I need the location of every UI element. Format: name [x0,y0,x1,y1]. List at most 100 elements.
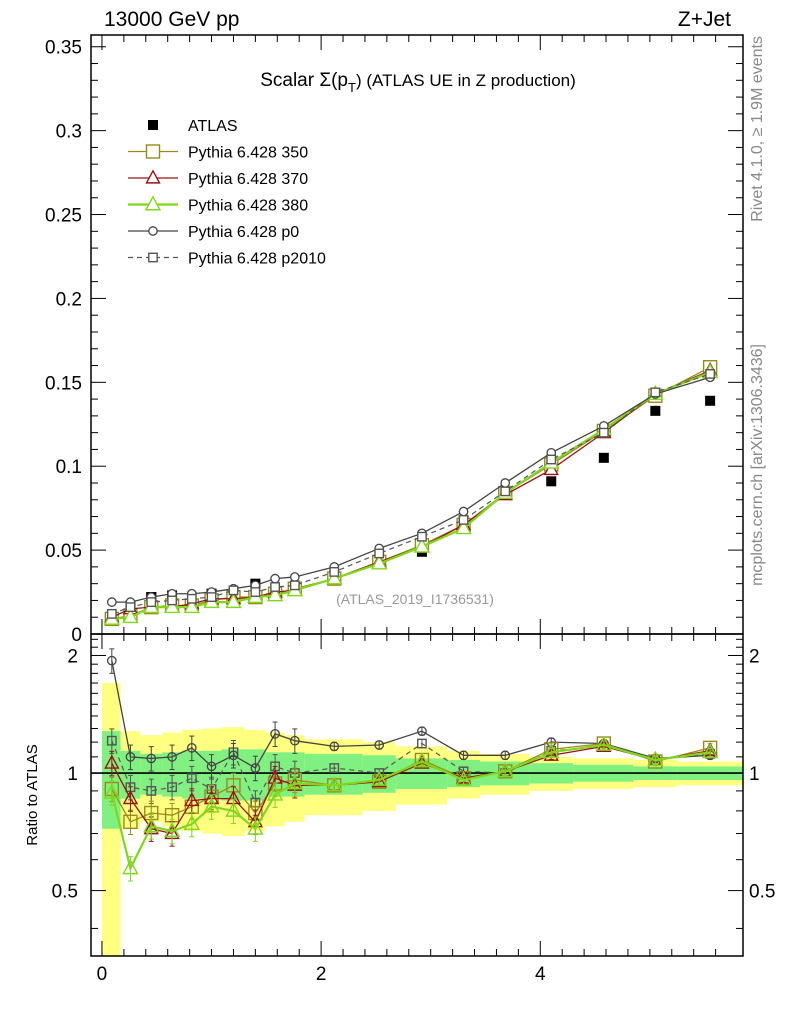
ratio-series-p0 [106,648,715,782]
ratio-point-p350 [648,754,663,769]
ratio-point-p0 [146,753,157,764]
point-p0 [289,572,300,582]
ratio-point-p380 [413,752,431,768]
y-tick-label: 0.35 [45,38,82,59]
main-plot-series [103,360,719,627]
point-p380 [183,597,200,614]
point-p2010 [270,582,280,592]
mcplots-label: mcplots.cern.ch [arXiv:1306.3436] [749,344,766,586]
point-p2010 [146,597,157,608]
ratio-y-tick-label-left: 1 [67,764,78,785]
series-line-p350 [111,366,711,620]
ratio-point-p2010 [146,786,157,796]
legend-label-p370: Pythia 6.428 370 [188,171,308,188]
band_green-bin [244,749,266,801]
atlas-data-point [598,452,609,463]
ratio-point-p370 [184,791,200,807]
legend-label-p2010: Pythia 6.428 p2010 [188,251,326,268]
ratio-point-p380 [701,743,719,759]
ratio-point-p0 [206,761,217,772]
y-tick-label: 0.25 [45,206,82,227]
point-p380 [371,554,388,570]
ratio-point-p0 [186,743,197,753]
y-tick-label: 0.15 [45,373,82,394]
legend-marker-p2010 [148,252,158,263]
point-p2010 [228,585,239,596]
ratio-y-tick-label-right: 0.5 [749,882,775,903]
ratio-plot: 0.5 0.5 1 1 2 2 0 2 4 Ratio to ATLAS [24,633,775,985]
point-p2010 [546,454,557,465]
legend-label-p0: Pythia 6.428 p0 [188,224,299,241]
ratio-point-p380 [266,785,284,801]
point-p2010 [650,387,661,398]
ratio-y-axis-label: Ratio to ATLAS [24,744,41,845]
ratio-y-tick-label-left: 2 [67,646,78,667]
x-tick-label: 0 [97,964,108,985]
point-p380 [225,592,242,609]
ratio-plot-frame [90,633,744,957]
legend-marker-p370 [145,169,161,184]
main-plot: 0 0.05 0.1 0.15 0.2 0.25 0.3 0.35 Scalar Σ(pT) … [45,34,744,646]
point-p2010 [458,515,469,525]
ratio-point-p380 [543,743,560,759]
analysis-watermark: (ATLAS_2019_I1736531) [336,591,494,607]
point-p2010 [125,602,136,613]
ratio-point-p0 [270,728,280,739]
header-energy-label: 13000 GeV pp [104,8,239,31]
ratio-point-p370 [104,754,120,769]
y-tick-label: 0 [71,625,82,646]
point-p380 [326,569,343,585]
series-p350 [104,360,718,627]
ratio-point-p380 [371,770,388,786]
ratio-point-p380 [225,801,242,817]
ratio-point-p2010 [167,782,177,793]
series-line-p0 [111,376,711,603]
band_green-bin [120,750,141,799]
point-p2010 [417,531,427,542]
point-p2010 [167,595,177,606]
point-p2010 [206,592,217,602]
y-tick-label: 0.1 [56,457,82,478]
point-p2010 [186,593,197,604]
series-p2010 [106,369,716,619]
legend-item-p0: Pythia 6.428 p0 [128,224,299,241]
ratio-y-tick-label-right: 1 [749,764,760,785]
series-p370 [104,361,718,623]
legend-marker-p380 [144,195,162,211]
ratio-point-p380 [286,774,303,790]
series-atlas [106,395,716,623]
ratio-point-p380 [647,750,664,766]
y-tick-label: 0.3 [56,122,82,143]
point-p380 [163,597,181,614]
y-tick-label: 0.05 [45,541,82,562]
point-p2010 [329,567,340,577]
point-p380 [455,519,472,535]
legend-marker-atlas [148,120,158,130]
y-tick-label: 0.2 [56,289,82,310]
x-tick-label: 2 [316,964,327,985]
ratio-point-p2010 [417,738,427,749]
ratio-point-p380 [595,735,613,751]
ratio-plot-ticks: 0.5 0.5 1 1 2 2 0 2 4 [52,634,775,985]
ratio-point-p0 [458,750,469,761]
ratio-point-p380 [103,783,120,799]
point-p380 [122,608,139,624]
ratio-point-p380 [122,859,139,875]
legend-label-atlas: ATLAS [188,118,238,135]
point-p2010 [250,587,261,597]
point-p2010 [374,548,385,559]
legend-marker-p350 [145,144,161,159]
ratio-series-p380 [103,735,719,882]
point-p0 [458,506,469,517]
ratio-point-p350 [123,814,138,830]
atlas-data-point [650,405,661,416]
ratio-point-p380 [163,821,181,838]
ratio-point-p0 [374,740,385,750]
point-p380 [413,537,431,553]
ratio-point-p0 [125,752,136,762]
legend-item-p2010: Pythia 6.428 p2010 [128,251,326,268]
legend-label-p350: Pythia 6.428 350 [188,145,308,162]
ratio-point-p2010 [106,735,117,746]
x-tick-label: 4 [535,964,546,985]
